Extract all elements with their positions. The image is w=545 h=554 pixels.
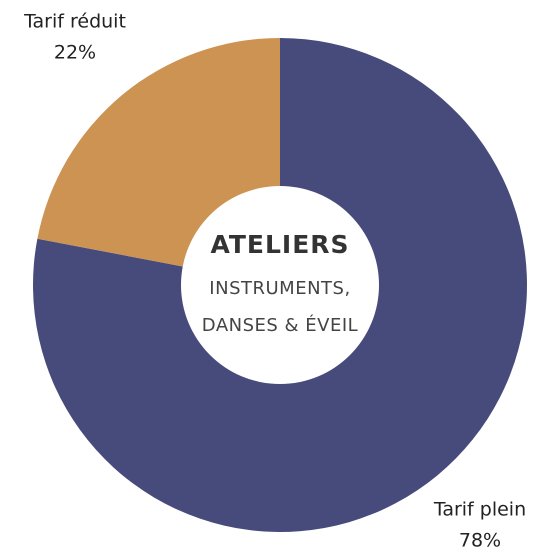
donut-hole	[181, 186, 379, 384]
center-line: INSTRUMENTS,	[209, 278, 350, 299]
value-label: 22%	[54, 42, 96, 64]
center-line: DANSES & ÉVEIL	[202, 314, 358, 336]
center-title: ATELIERS	[210, 230, 349, 259]
slice	[32, 38, 527, 532]
value-label: 78%	[459, 530, 501, 552]
slice-label: Tarif plein	[433, 499, 526, 521]
slice-label: Tarif réduit	[23, 11, 126, 33]
